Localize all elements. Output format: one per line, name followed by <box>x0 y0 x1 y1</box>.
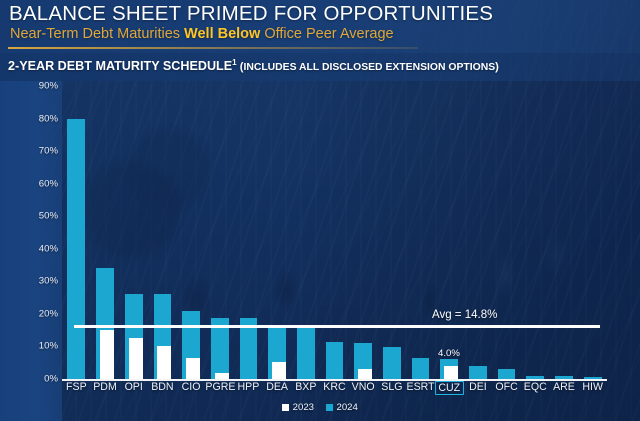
x-axis-tick-bdn: BDN <box>151 381 174 393</box>
page-subtitle: Near-Term Debt Maturities Well Below Off… <box>10 26 394 42</box>
bar-group <box>67 86 86 379</box>
subheader-band <box>0 53 640 81</box>
x-axis-tick-dea: DEA <box>266 381 289 393</box>
x-axis-tick-vno: VNO <box>351 381 375 393</box>
y-axis-tick: 30% <box>38 275 58 287</box>
bar-2024 <box>526 375 545 379</box>
bar-2024 <box>382 347 401 379</box>
page-title: BALANCE SHEET PRIMED FOR OPPORTUNITIES <box>9 2 494 25</box>
chart-legend: 2023 2024 <box>0 402 640 413</box>
bar-2024 <box>497 368 516 379</box>
legend-swatch-icon <box>282 404 290 411</box>
section-title-paren-close: ) <box>495 61 499 74</box>
bar-group <box>469 86 487 379</box>
bar-2024 <box>583 377 602 379</box>
y-axis-tick: 80% <box>38 113 58 125</box>
bar-2024 <box>469 365 487 379</box>
x-axis-tick-hpp: HPP <box>237 381 260 393</box>
bar-group <box>210 86 229 379</box>
x-axis-tick-eqc: EQC <box>523 381 547 393</box>
x-axis-tick-fsp: FSP <box>66 381 87 393</box>
header-divider <box>8 47 418 49</box>
bar-group <box>440 86 459 379</box>
bar-group <box>555 86 573 379</box>
bar-group <box>124 86 143 379</box>
subtitle-highlight-text: Well Below <box>184 26 261 42</box>
y-axis-tick: 60% <box>38 178 58 190</box>
x-axis-tick-are: ARE <box>553 381 575 393</box>
average-line <box>74 325 600 328</box>
x-axis-baseline <box>62 378 607 381</box>
subtitle-post-text: Office Peer Average <box>260 26 394 42</box>
bar-group <box>296 86 315 379</box>
bar-group <box>96 86 114 379</box>
y-axis-tick: 70% <box>38 145 58 157</box>
bar-group <box>268 86 287 379</box>
y-axis-tick: 0% <box>44 373 58 385</box>
bar-2024 <box>411 357 430 379</box>
bar-group <box>411 86 430 379</box>
y-axis-tick: 50% <box>38 210 58 222</box>
bar-group <box>153 86 172 379</box>
bar-2023 <box>444 365 459 379</box>
section-title-note: INCLUDES ALL DISCLOSED EXTENSION OPTIONS <box>243 62 496 74</box>
y-axis-tick: 10% <box>38 340 58 352</box>
bar-2024 <box>325 341 344 379</box>
bar-2023 <box>100 330 114 379</box>
x-axis-tick-cuz: CUZ <box>434 381 464 395</box>
bar-2024 <box>555 376 573 379</box>
section-title-paren-open: ( <box>236 61 244 74</box>
subtitle-pre-text: Near-Term Debt Maturities <box>10 26 185 42</box>
bar-2024 <box>239 317 258 379</box>
bar-2024 <box>296 328 315 379</box>
x-axis-tick-dei: DEI <box>469 381 487 393</box>
bar-group <box>325 86 344 379</box>
bar-2024 <box>210 317 229 379</box>
x-axis-tick-pgre: PGRE <box>205 381 236 393</box>
x-axis-tick-pdm: PDM <box>93 381 117 393</box>
x-axis-labels: FSP PDM OPI BDN CIO PGRE HPP DEA BXP KRC VNO SLG ESR… <box>62 381 607 403</box>
bar-group <box>182 86 200 379</box>
y-axis-tick: 90% <box>38 80 58 92</box>
x-axis-tick-bxp: BXP <box>295 381 317 393</box>
legend-swatch-icon <box>326 404 333 411</box>
y-axis-labels: 0% 10% 20% 30% 40% 50% 60% 70% 80% 90% <box>0 81 58 385</box>
average-line-label: Avg = 14.8% <box>432 309 498 321</box>
y-axis-tick: 20% <box>38 308 58 320</box>
bar-group <box>239 86 258 379</box>
bar-2023 <box>157 346 172 379</box>
x-axis-tick-hiw: HIW <box>582 381 603 393</box>
section-title-main: 2-YEAR DEBT MATURITY SCHEDULE <box>8 59 233 74</box>
x-axis-tick-ofc: OFC <box>495 381 518 393</box>
x-axis-tick-cio: CIO <box>181 381 201 393</box>
bar-2023 <box>128 337 143 379</box>
bar-2023 <box>186 357 200 379</box>
bar-group <box>583 86 602 379</box>
section-title: 2-YEAR DEBT MATURITY SCHEDULE1 (INCLUDES… <box>8 58 499 73</box>
cuz-value-label: 4.0% <box>438 348 460 359</box>
bar-group <box>382 86 401 379</box>
x-axis-tick-opi: OPI <box>124 381 143 393</box>
bar-2023 <box>214 373 229 379</box>
bar-2024 <box>67 118 86 379</box>
x-axis-tick-esrt: ESRT <box>406 381 435 393</box>
legend-label: 2023 <box>292 402 314 413</box>
legend-label: 2024 <box>336 402 358 413</box>
bar-2023 <box>358 368 373 379</box>
bar-group <box>354 86 373 379</box>
y-axis-tick: 40% <box>38 243 58 255</box>
legend-item: 2023 <box>282 402 314 413</box>
chart-plot-area <box>62 86 607 379</box>
bar-2023 <box>272 362 286 379</box>
legend-item: 2024 <box>326 402 358 413</box>
x-axis-tick-slg: SLG <box>381 381 403 393</box>
x-axis-tick-krc: KRC <box>323 381 346 393</box>
bar-group <box>526 86 545 379</box>
header-band <box>0 0 640 53</box>
bar-group <box>497 86 516 379</box>
footnote-marker: 1 <box>232 58 237 67</box>
